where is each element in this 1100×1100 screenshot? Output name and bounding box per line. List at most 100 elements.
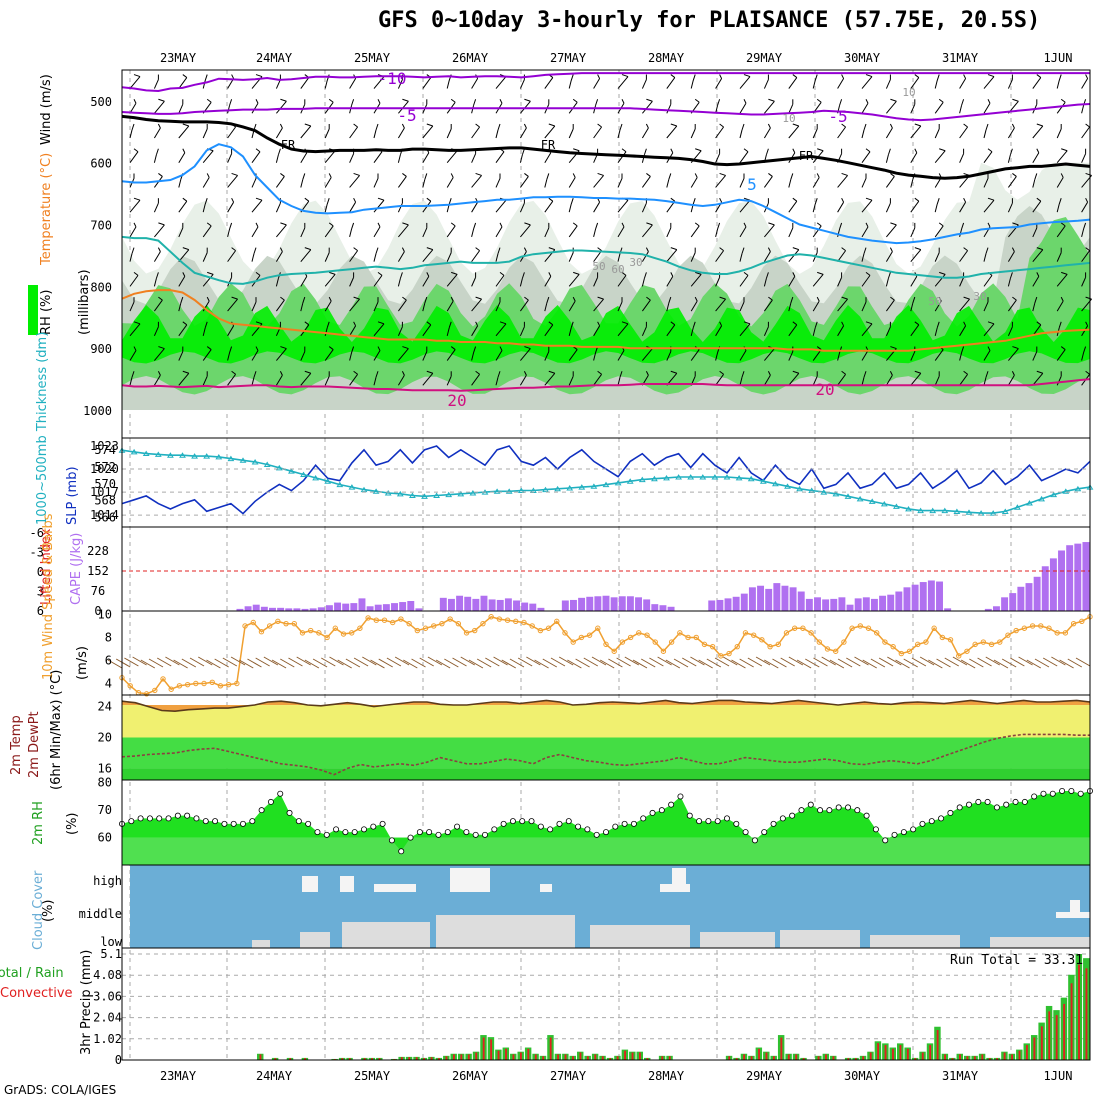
wind-barb bbox=[495, 275, 505, 287]
wind-barb bbox=[373, 151, 383, 164]
wind-barb-10m bbox=[386, 657, 402, 667]
rh-point bbox=[947, 809, 954, 816]
wind-barb bbox=[275, 375, 283, 386]
wind-barb-flag bbox=[133, 271, 139, 276]
precip-convective-bar bbox=[1018, 1050, 1021, 1060]
wind-barb bbox=[812, 80, 816, 89]
wind-barb-flag bbox=[619, 371, 623, 378]
wind-barb bbox=[715, 78, 723, 89]
wind-barb-flag bbox=[279, 123, 283, 129]
wind-barb-flag bbox=[643, 272, 647, 279]
thickness-point bbox=[1013, 504, 1021, 510]
wind-barb bbox=[495, 178, 501, 188]
precip-convective-bar bbox=[371, 1058, 373, 1060]
cape-bar bbox=[854, 598, 862, 611]
precip-convective-bar bbox=[378, 1058, 381, 1060]
wind-barb bbox=[861, 103, 869, 114]
precip-convective-bar bbox=[594, 1054, 597, 1060]
cape-bar bbox=[748, 587, 756, 611]
wind-barb bbox=[1008, 348, 1019, 361]
wind-barb-flag bbox=[963, 74, 967, 79]
rh-point bbox=[472, 831, 479, 838]
wind-barb-flag bbox=[695, 271, 702, 275]
rh-point bbox=[593, 831, 600, 838]
thickness-point bbox=[408, 492, 416, 499]
wind-barb bbox=[202, 128, 208, 139]
wind-barb-10m bbox=[452, 657, 467, 667]
wind-barb bbox=[617, 226, 625, 238]
wind-barb-flag bbox=[1009, 148, 1013, 155]
wind-barb bbox=[422, 125, 434, 139]
wind-barb-flag bbox=[255, 222, 259, 228]
wind-barb bbox=[1056, 274, 1068, 287]
wind-barb bbox=[1056, 349, 1066, 361]
thickness-point bbox=[1038, 495, 1046, 502]
wind-barb-10m bbox=[895, 659, 910, 669]
cape-bar bbox=[415, 608, 423, 611]
wind-barb bbox=[1056, 252, 1062, 262]
wind-barb bbox=[764, 100, 775, 114]
rh-point bbox=[1021, 798, 1028, 805]
precip-convective-bar bbox=[750, 1056, 753, 1060]
wind-barb bbox=[715, 298, 726, 312]
wind-barb-flag bbox=[670, 123, 677, 127]
wind-speed-point bbox=[586, 632, 593, 638]
wind-speed-point bbox=[496, 616, 503, 622]
wind-barb-flag bbox=[572, 173, 576, 178]
rh-point bbox=[807, 801, 814, 808]
wind-barb bbox=[373, 76, 385, 89]
wind-barb-flag bbox=[816, 346, 822, 350]
cloud-high-block bbox=[340, 876, 354, 892]
wind-barb bbox=[251, 301, 257, 312]
wind-barb-flag bbox=[865, 99, 869, 104]
rh-point bbox=[193, 815, 200, 822]
wind-barb bbox=[959, 105, 963, 114]
wind-barb bbox=[178, 179, 182, 188]
precip-convective-bar bbox=[921, 1052, 924, 1060]
wind-barb-10m bbox=[304, 659, 320, 669]
wind-barb bbox=[422, 324, 432, 337]
thickness-point bbox=[372, 488, 380, 494]
wind-barb-flag bbox=[1060, 346, 1066, 350]
rh-point bbox=[184, 812, 191, 819]
thickness-point bbox=[421, 493, 428, 499]
wind-barb bbox=[153, 202, 159, 213]
wind-barb-flag bbox=[670, 74, 676, 78]
pressure-tick: 700 bbox=[90, 219, 112, 233]
wind-barb-flag bbox=[597, 172, 604, 176]
cape-bar bbox=[301, 608, 309, 611]
thickness-point bbox=[1074, 485, 1082, 492]
wind-barb-10m bbox=[993, 659, 1009, 669]
wind-barb-flag bbox=[255, 74, 263, 78]
wind-barb bbox=[397, 202, 403, 213]
wind-barb bbox=[788, 77, 798, 89]
wind-barb bbox=[885, 176, 895, 188]
wind-barb bbox=[861, 377, 865, 386]
wind-barb-flag bbox=[133, 197, 141, 201]
wind-barb-10m bbox=[1067, 658, 1083, 668]
wind-barb-flag bbox=[890, 173, 895, 177]
thickness-point bbox=[384, 490, 392, 496]
cape-bar bbox=[757, 585, 765, 611]
wind-barb-flag bbox=[304, 321, 310, 326]
wind-barb-flag bbox=[353, 321, 357, 327]
wind-barb-flag bbox=[1012, 173, 1017, 177]
wind-barb-flag bbox=[546, 173, 550, 180]
thickness-point bbox=[953, 508, 961, 514]
precip-convective-bar bbox=[505, 1048, 507, 1060]
thickness-point bbox=[191, 453, 199, 459]
wind-barb bbox=[593, 277, 599, 287]
wind-barb bbox=[739, 275, 749, 287]
thickness-point bbox=[832, 490, 840, 497]
wind-barb-flag bbox=[645, 371, 649, 376]
wind-barb-flag bbox=[792, 148, 796, 153]
wind-barb-flag bbox=[792, 197, 798, 202]
thickness-point bbox=[905, 505, 912, 512]
wind-barb bbox=[300, 276, 308, 287]
wind-barb-10m bbox=[271, 659, 287, 669]
wind-barb-10m bbox=[673, 658, 689, 668]
precip-convective-bar bbox=[780, 1037, 783, 1060]
wind-barb-flag bbox=[792, 247, 799, 251]
wind-barb-flag bbox=[523, 247, 527, 252]
thickness-point bbox=[796, 485, 804, 492]
